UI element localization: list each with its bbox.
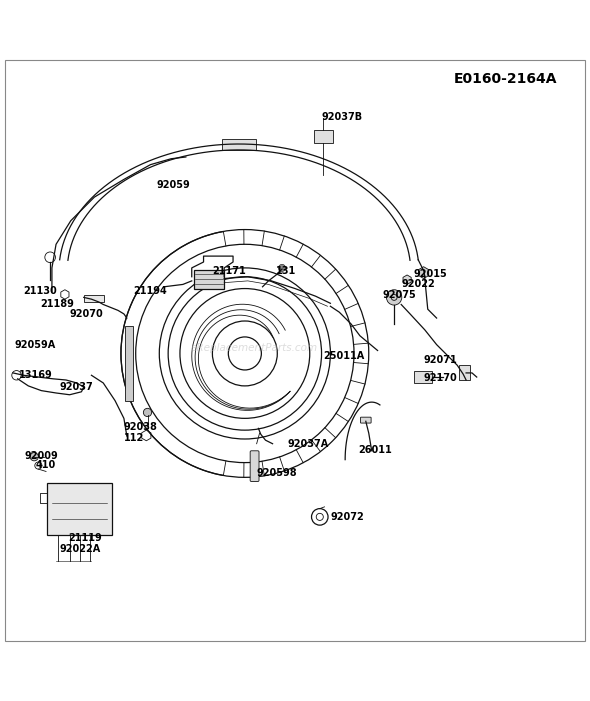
FancyBboxPatch shape — [314, 130, 333, 143]
FancyBboxPatch shape — [84, 295, 104, 302]
Text: eReplacementParts.com: eReplacementParts.com — [190, 343, 317, 353]
Text: 92059A: 92059A — [15, 339, 56, 350]
Text: 92022: 92022 — [401, 279, 435, 289]
Text: 131: 131 — [276, 266, 296, 276]
Text: 13169: 13169 — [19, 370, 53, 380]
Text: 92038: 92038 — [124, 422, 158, 433]
Text: 21189: 21189 — [40, 299, 74, 309]
Text: 92170: 92170 — [424, 373, 457, 383]
Text: 21119: 21119 — [68, 533, 101, 543]
Text: 25011A: 25011A — [323, 351, 365, 362]
Text: 26011: 26011 — [359, 444, 392, 455]
Circle shape — [30, 453, 38, 461]
Circle shape — [278, 264, 286, 271]
FancyBboxPatch shape — [222, 139, 256, 151]
Text: 21130: 21130 — [24, 287, 57, 297]
Circle shape — [386, 290, 402, 305]
FancyBboxPatch shape — [414, 371, 432, 383]
FancyBboxPatch shape — [250, 451, 259, 482]
Text: 92015: 92015 — [413, 268, 447, 279]
Text: E0160-2164A: E0160-2164A — [454, 72, 558, 86]
FancyBboxPatch shape — [459, 365, 470, 380]
FancyBboxPatch shape — [125, 326, 133, 401]
Text: 92009: 92009 — [25, 451, 58, 461]
Text: 21171: 21171 — [212, 266, 246, 276]
Text: 21194: 21194 — [133, 287, 166, 297]
FancyBboxPatch shape — [47, 483, 112, 535]
Circle shape — [143, 408, 152, 416]
Text: 92022A: 92022A — [59, 545, 100, 554]
Text: 410: 410 — [35, 460, 55, 470]
Text: 92037: 92037 — [59, 382, 93, 392]
Text: 92072: 92072 — [330, 512, 364, 522]
FancyBboxPatch shape — [360, 417, 371, 423]
Text: 92037A: 92037A — [288, 439, 329, 449]
Text: 92037B: 92037B — [322, 112, 363, 123]
Text: 92070: 92070 — [70, 309, 103, 319]
Text: 92075: 92075 — [382, 290, 416, 300]
Text: 920598: 920598 — [257, 468, 297, 478]
Text: 92059: 92059 — [156, 180, 190, 190]
Text: 92071: 92071 — [424, 355, 457, 365]
Text: 112: 112 — [124, 433, 144, 443]
FancyBboxPatch shape — [194, 270, 224, 289]
